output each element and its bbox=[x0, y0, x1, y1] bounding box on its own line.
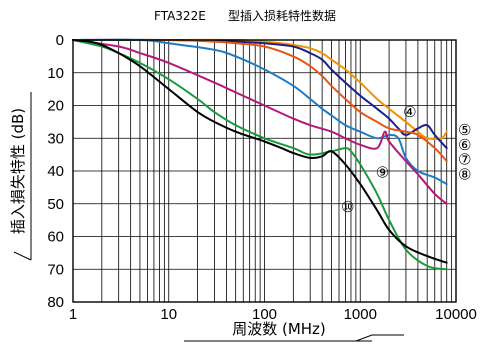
series-line bbox=[72, 39, 448, 205]
series-label: ⑩ bbox=[341, 198, 354, 216]
series-lines bbox=[72, 38, 448, 271]
y-tick-label: 40 bbox=[47, 163, 64, 180]
y-tick-label: 0 bbox=[56, 32, 64, 49]
x-tick-labels: 1 10 100 1000 10000 bbox=[69, 306, 477, 323]
series-label: ④ bbox=[403, 103, 416, 121]
y-tick-label: 50 bbox=[47, 196, 64, 213]
series-label: ⑨ bbox=[376, 164, 389, 182]
series-line bbox=[72, 38, 448, 150]
series-label: ⑦ bbox=[458, 151, 471, 169]
x-tick-label: 1 bbox=[69, 306, 77, 323]
x-tick-label: 10 bbox=[160, 306, 177, 323]
y-tick-label: 80 bbox=[47, 294, 64, 311]
y-tick-label: 70 bbox=[47, 261, 64, 278]
x-axis-title: 周波数 (MHz) bbox=[232, 320, 326, 338]
series-label: ⑤ bbox=[458, 121, 471, 139]
chart-subtitle: 型插入损耗特性数据 bbox=[228, 8, 336, 23]
series-label: ⑧ bbox=[458, 165, 471, 183]
y-tick-label: 10 bbox=[47, 65, 64, 82]
y-axis-title: 插入損失特性 (dB) bbox=[9, 108, 27, 234]
x-tick-label: 10000 bbox=[435, 306, 477, 323]
y-tick-label: 20 bbox=[47, 98, 64, 115]
x-tick-label: 1000 bbox=[344, 306, 377, 323]
plot-frame bbox=[72, 39, 457, 303]
series-line bbox=[72, 38, 448, 141]
series-line bbox=[72, 39, 448, 271]
x-tick-label: 100 bbox=[252, 306, 277, 323]
y-tick-labels: 0 10 20 30 40 50 60 70 80 bbox=[47, 32, 64, 311]
series-label: ⑥ bbox=[458, 136, 471, 154]
series-line bbox=[72, 38, 448, 186]
series-line bbox=[72, 38, 448, 163]
x-axis-title-arrow bbox=[355, 334, 404, 342]
y-tick-label: 60 bbox=[47, 229, 64, 246]
chart-title: FTA322E bbox=[154, 9, 206, 23]
y-tick-label: 30 bbox=[47, 130, 64, 147]
series-line bbox=[72, 39, 448, 264]
grid bbox=[73, 40, 456, 302]
y-axis-title-arrow bbox=[13, 251, 32, 261]
